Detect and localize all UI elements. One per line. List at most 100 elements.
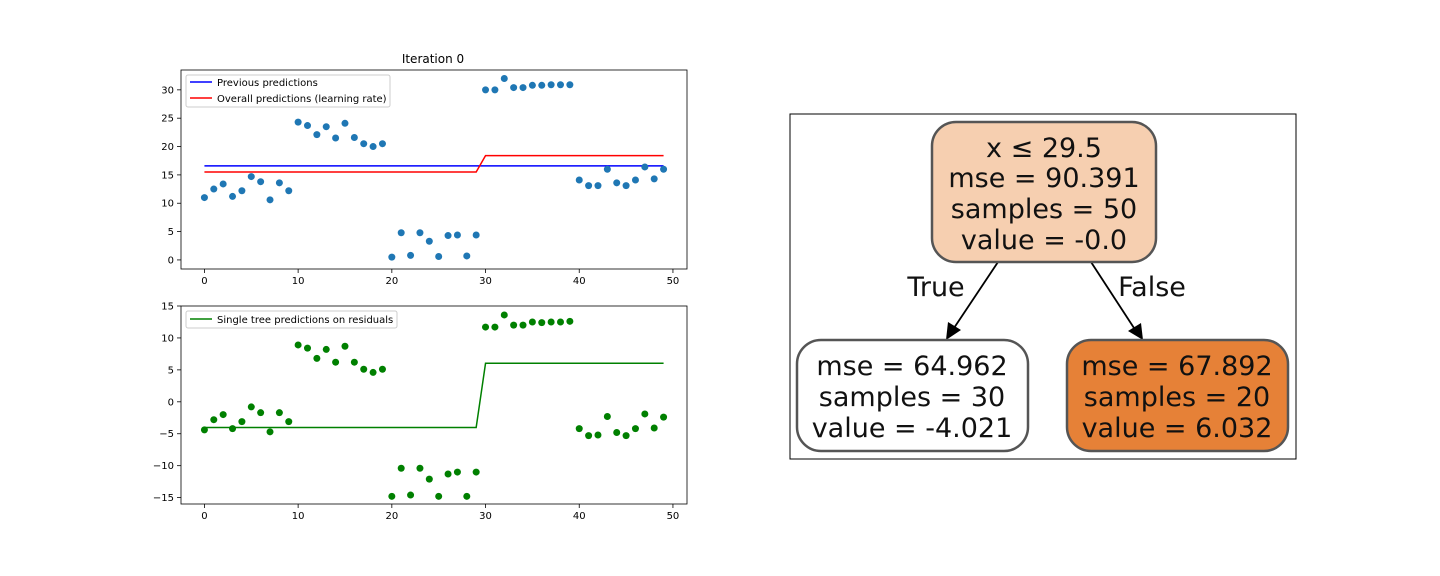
data-point <box>650 424 658 432</box>
data-point <box>350 133 358 141</box>
series-line-1 <box>204 154 664 173</box>
legend: Single tree predictions on residuals <box>185 310 398 329</box>
data-point <box>397 229 405 237</box>
plot-frame <box>180 69 688 270</box>
data-point <box>519 84 527 92</box>
x-tick-label: 0 <box>201 276 207 287</box>
x-tick-label: 30 <box>479 511 492 522</box>
data-point <box>444 470 452 478</box>
node-line: mse = 67.892 <box>1081 351 1272 382</box>
data-point <box>603 165 611 173</box>
data-point <box>275 179 283 187</box>
node-line: mse = 90.391 <box>948 163 1139 194</box>
data-point <box>491 86 499 94</box>
x-tick-label: 0 <box>201 511 207 522</box>
data-point <box>528 318 536 326</box>
data-point <box>585 182 593 190</box>
node-box <box>1065 338 1290 453</box>
data-point <box>275 409 283 417</box>
data-point <box>435 253 443 261</box>
plot-frame <box>180 305 688 505</box>
data-point <box>444 232 452 240</box>
data-point <box>266 428 274 436</box>
data-point <box>538 81 546 89</box>
data-point <box>622 432 630 440</box>
legend-box <box>185 74 391 108</box>
data-point <box>378 365 386 373</box>
data-point <box>285 187 293 195</box>
data-point <box>622 182 630 190</box>
y-tick-label: 10 <box>161 199 174 210</box>
tree-edge-false <box>1090 261 1135 329</box>
y-tick-label: 15 <box>161 170 174 181</box>
data-point <box>528 81 536 89</box>
data-point <box>566 317 574 325</box>
data-point <box>332 134 340 142</box>
data-point <box>229 192 237 200</box>
data-point <box>557 318 564 326</box>
data-point <box>360 365 368 373</box>
y-tick-label: 0 <box>168 255 174 266</box>
data-point <box>519 321 527 329</box>
node-line: samples = 50 <box>951 194 1137 225</box>
data-point <box>575 425 583 433</box>
edge-label-true: True <box>906 272 964 303</box>
node-line: samples = 20 <box>1084 382 1270 413</box>
data-point <box>613 428 621 436</box>
x-tick-label: 10 <box>292 276 305 287</box>
data-point <box>435 492 443 500</box>
node-box <box>930 120 1158 264</box>
node-line: mse = 64.962 <box>816 351 1007 382</box>
data-point <box>425 475 433 483</box>
data-point <box>388 253 396 261</box>
x-tick-label: 10 <box>292 511 305 522</box>
data-point <box>482 323 490 331</box>
data-point <box>219 411 227 419</box>
data-point <box>369 368 377 376</box>
data-point <box>631 176 639 184</box>
data-point <box>322 345 330 353</box>
data-point <box>566 81 574 89</box>
x-tick-label: 20 <box>385 511 398 522</box>
data-point <box>210 185 218 193</box>
data-point <box>304 122 311 130</box>
y-tick-label: 15 <box>161 302 174 313</box>
data-point <box>453 468 461 476</box>
data-point <box>257 409 265 417</box>
chart-residuals: 0 10 20 30 40 50 −15 −10 −5 0 5 10 15 Single tree pr… <box>153 302 688 522</box>
legend: Previous predictions Overall predictions… <box>185 74 391 108</box>
data-point <box>229 425 237 433</box>
data-point <box>238 418 246 426</box>
legend-box <box>185 310 398 329</box>
data-point <box>660 413 668 421</box>
legend-label-overall: Overall predictions (learning rate) <box>217 94 387 105</box>
data-point <box>257 178 265 186</box>
data-point <box>463 252 471 260</box>
y-tick-label: 20 <box>161 142 174 153</box>
data-point <box>322 123 330 131</box>
data-point <box>631 425 639 433</box>
data-point <box>388 492 396 500</box>
legend-label-previous: Previous predictions <box>217 78 318 89</box>
x-tick-label: 40 <box>573 511 586 522</box>
edge-label-false: False <box>1118 272 1186 303</box>
data-point <box>425 237 433 245</box>
series-line-0 <box>204 362 664 429</box>
data-point <box>472 468 480 476</box>
data-point <box>350 358 358 366</box>
data-point <box>510 84 518 92</box>
data-point <box>650 175 658 183</box>
node-line: samples = 30 <box>819 382 1005 413</box>
y-tick-label: 30 <box>161 85 174 96</box>
y-tick-label: 5 <box>168 365 174 376</box>
data-point <box>285 418 293 426</box>
y-tick-label: 0 <box>168 397 174 408</box>
data-point <box>491 323 499 331</box>
data-point <box>416 464 424 472</box>
node-line: value = -4.021 <box>812 413 1013 444</box>
node-line: value = 6.032 <box>1082 413 1273 444</box>
data-point <box>660 165 668 173</box>
data-point <box>416 229 424 237</box>
data-point <box>247 403 255 411</box>
